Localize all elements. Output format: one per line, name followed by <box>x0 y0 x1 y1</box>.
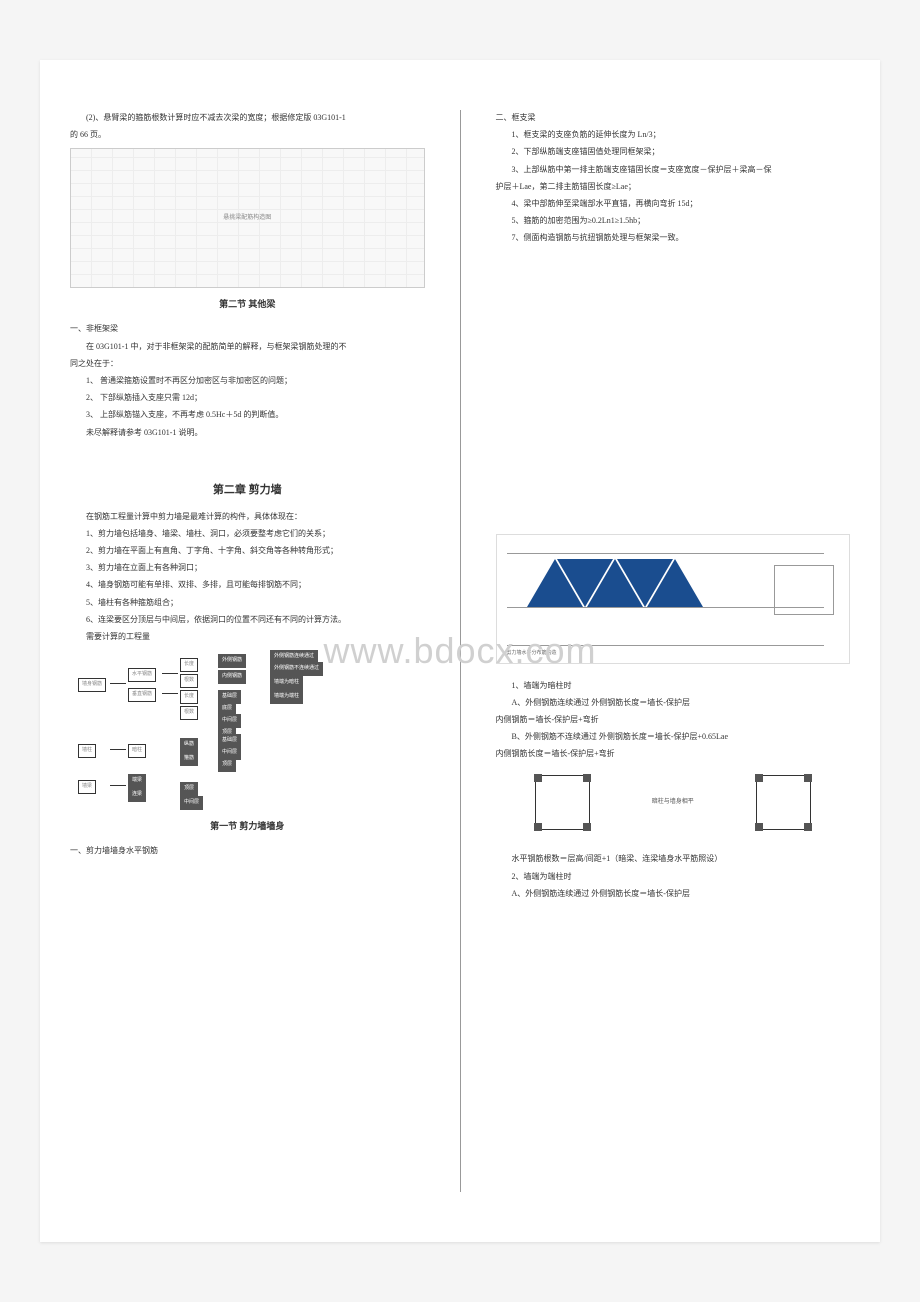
triangle-diagram: 剪力墙水平分布筋构造 <box>496 534 851 664</box>
list-item: 2、下部纵筋端支座锚固值处理同框架梁； <box>496 144 851 159</box>
list-item: 5、墙柱有各种箍筋组合； <box>70 595 425 610</box>
wall-section-diagram: 暗柱与墙身相平 <box>496 767 851 837</box>
section-title: 第一节 剪力墙墙身 <box>70 818 425 835</box>
box-shape <box>535 775 590 830</box>
paragraph: 水平钢筋根数＝层高/间距+1（暗梁、连梁墙身水平筋照设） <box>496 851 851 866</box>
list-item: 3、 上部纵筋锚入支座，不再考虑 0.5Hc＋5d 的判断值。 <box>70 407 425 422</box>
paragraph: 的 66 页。 <box>70 127 425 142</box>
list-item: 1、 普通梁箍筋设置时不再区分加密区与非加密区的问题； <box>70 373 425 388</box>
list-item: 1、剪力墙包括墙身、墙梁、墙柱、洞口，必须要整考虑它们的关系； <box>70 526 425 541</box>
document-page: www.bdocx.com (2)、悬臂梁的箍筋根数计算时应不减去次梁的宽度；根… <box>40 60 880 1242</box>
paragraph: 内侧钢筋＝墙长-保护层+弯折 <box>496 712 851 727</box>
list-item: 3、剪力墙在立面上有各种洞口； <box>70 560 425 575</box>
paragraph: A、外侧钢筋连续通过 外侧钢筋长度＝墙长-保护层 <box>496 695 851 710</box>
heading: 一、非框架梁 <box>70 321 425 336</box>
box-shape <box>756 775 811 830</box>
paragraph: 在 03G101-1 中，对于非框架梁的配筋简单的解释，与框架梁钢筋处理的不 <box>70 339 425 354</box>
list-item: 2、剪力墙在平面上有直角、丁字角、十字角、斜交角等各种转角形式； <box>70 543 425 558</box>
list-item: 2、 下部纵筋插入支座只需 12d； <box>70 390 425 405</box>
flowchart-diagram: 墙身钢筋 水平钢筋 垂直钢筋 长度 根数 长度 根数 外侧钢筋 内侧钢筋 外侧钢… <box>70 650 425 810</box>
paragraph: 未尽解释请参考 03G101-1 说明。 <box>70 425 425 440</box>
list-item: 护层＋Lae，第二排主筋锚固长度≥Lae； <box>496 179 851 194</box>
paragraph: B、外侧钢筋不连续通过 外侧钢筋长度＝墙长-保护层+0.65Lae <box>496 729 851 744</box>
list-item: 4、梁中部筋伸至梁端部水平直锚，再横向弯折 15d； <box>496 196 851 211</box>
left-column: (2)、悬臂梁的箍筋根数计算时应不减去次梁的宽度；根据修定版 03G101-1 … <box>70 110 435 1192</box>
column-divider <box>460 110 461 1192</box>
list-item: 6、连梁要区分顶层与中间层，依据洞口的位置不同还有不同的计算方法。 <box>70 612 425 627</box>
technical-diagram-1: 悬挑梁配筋构造图 <box>70 148 425 288</box>
paragraph: 同之处在于： <box>70 356 425 371</box>
list-item: 5、箍筋的加密范围为≥0.2Ln1≥1.5hb； <box>496 213 851 228</box>
paragraph: 需要计算的工程量 <box>70 629 425 644</box>
section-title: 第二节 其他梁 <box>70 296 425 313</box>
list-item: 4、墙身钢筋可能有单排、双排、多排，且可能每排钢筋不同； <box>70 577 425 592</box>
paragraph: (2)、悬臂梁的箍筋根数计算时应不减去次梁的宽度；根据修定版 03G101-1 <box>70 110 425 125</box>
right-column: 二、框支梁 1、框支梁的支座负筋的延伸长度为 Ln/3； 2、下部纵筋端支座锚固… <box>486 110 851 1192</box>
paragraph: A、外侧钢筋连续通过 外侧钢筋长度＝墙长-保护层 <box>496 886 851 901</box>
paragraph: 2、墙端为端柱时 <box>496 869 851 884</box>
paragraph: 在钢筋工程量计算中剪力墙是最难计算的构件，具体体现在： <box>70 509 425 524</box>
chapter-title: 第二章 剪力墙 <box>70 480 425 501</box>
paragraph: 内侧钢筋长度＝墙长-保护层+弯折 <box>496 746 851 761</box>
list-item: 3、上部纵筋中第一排主筋端支座锚固长度＝支座宽度－保护层＋梁高－保 <box>496 162 851 177</box>
list-item: 1、框支梁的支座负筋的延伸长度为 Ln/3； <box>496 127 851 142</box>
heading: 二、框支梁 <box>496 110 851 125</box>
heading: 一、剪力墙墙身水平钢筋 <box>70 843 425 858</box>
list-item: 7、侧面构造钢筋与抗扭钢筋处理与框架梁一致。 <box>496 230 851 245</box>
paragraph: 1、墙端为暗柱时 <box>496 678 851 693</box>
